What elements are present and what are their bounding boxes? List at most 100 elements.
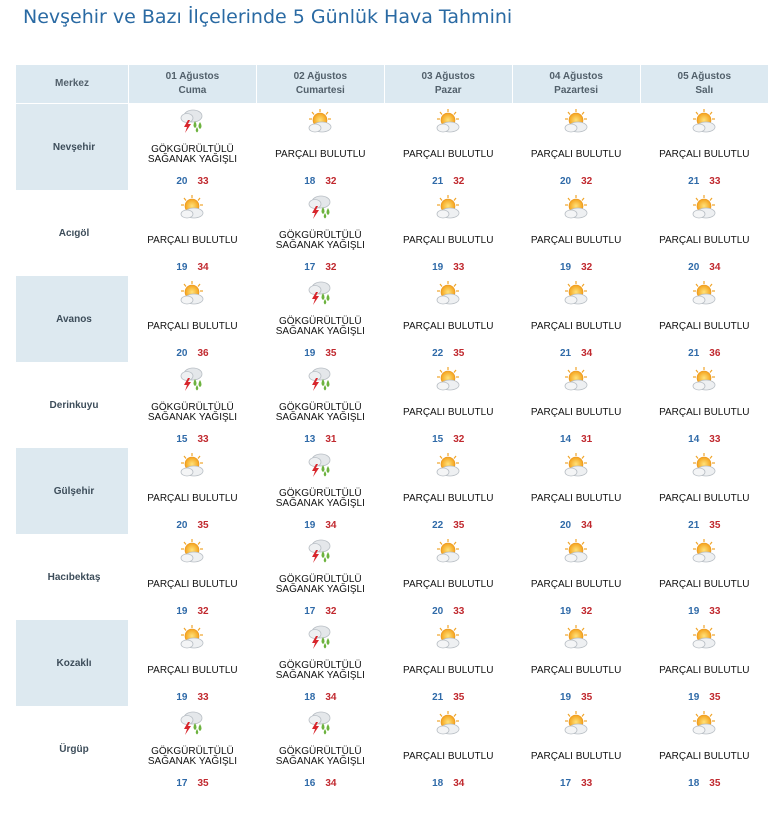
- min-temperature: 20: [559, 520, 572, 531]
- weather-description-cell: PARÇALI BULUTLU: [128, 309, 257, 345]
- weather-description: PARÇALI BULUTLU: [147, 493, 238, 504]
- max-temperature: 35: [709, 778, 721, 789]
- weather-description: PARÇALI BULUTLU: [530, 665, 622, 676]
- weather-description: GÖKGÜRÜLTÜLÜ SAĞANAK YAĞIŞLI: [275, 660, 365, 681]
- weather-icon-cell: [384, 448, 513, 481]
- partly-cloudy-icon: [692, 710, 716, 734]
- min-temperature: 19: [304, 520, 316, 531]
- temperature-cell: 20 36: [128, 345, 257, 362]
- weather-description-cell: PARÇALI BULUTLU: [384, 481, 513, 517]
- max-temperature: 32: [453, 434, 465, 445]
- weather-description-cell: GÖKGÜRÜLTÜLÜ SAĞANAK YAĞIŞLI: [256, 309, 385, 345]
- temperature-row: 19 33 18 34 21 35 19 35 19 35: [16, 689, 768, 706]
- weather-icon-cell: [640, 534, 768, 567]
- partly-cloudy-icon: [692, 538, 716, 562]
- weather-description-cell: PARÇALI BULUTLU: [384, 395, 513, 431]
- max-temperature: 35: [197, 778, 209, 789]
- weather-icon-cell: [128, 620, 257, 653]
- max-temperature: 35: [709, 692, 721, 703]
- weather-description-cell: GÖKGÜRÜLTÜLÜ SAĞANAK YAĞIŞLI: [128, 739, 257, 775]
- temperature-row: 19 34 17 32 19 33 19 32 20 34: [16, 259, 768, 276]
- header-weekday: Pazartesi: [554, 85, 599, 96]
- partly-cloudy-icon: [181, 452, 204, 476]
- temperature-cell: 20 33: [384, 603, 513, 620]
- weather-icon-cell: [128, 190, 257, 223]
- weather-description-cell: PARÇALI BULUTLU: [512, 567, 641, 603]
- weather-icon-cell: [256, 706, 385, 739]
- min-temperature: 13: [304, 434, 316, 445]
- icon-row: Kozaklı: [16, 620, 768, 706]
- min-temperature: 14: [688, 434, 700, 445]
- weather-description: PARÇALI BULUTLU: [403, 321, 494, 332]
- temperature-cell: 19 35: [256, 345, 385, 362]
- weather-description-cell: PARÇALI BULUTLU: [128, 481, 257, 517]
- min-temperature: 17: [304, 262, 316, 273]
- partly-cloudy-icon: [692, 366, 716, 390]
- weather-icon-cell: [256, 190, 385, 223]
- min-temperature: 22: [432, 348, 444, 359]
- weather-icon-cell: [256, 276, 385, 309]
- min-temperature: 20: [176, 348, 188, 359]
- description-row: PARÇALI BULUTLU GÖKGÜRÜLTÜLÜ SAĞANAK YAĞI…: [16, 223, 768, 259]
- weather-icon-cell: [640, 362, 768, 395]
- min-temperature: 19: [432, 262, 444, 273]
- weather-icon-cell: [512, 534, 641, 567]
- max-temperature: 32: [581, 262, 593, 273]
- temperature-cell: 20 35: [128, 517, 257, 534]
- temperature-cell: 19 33: [384, 259, 513, 276]
- weather-description-cell: GÖKGÜRÜLTÜLÜ SAĞANAK YAĞIŞLI: [256, 223, 385, 259]
- partly-cloudy-icon: [436, 280, 460, 304]
- max-temperature: 33: [197, 692, 209, 703]
- temperature-row: 19 32 17 32 20 33 19 32 19 33: [16, 603, 768, 620]
- weather-icon-cell: [512, 276, 641, 309]
- min-temperature: 19: [688, 606, 700, 617]
- weather-icon-cell: [256, 448, 385, 481]
- max-temperature: 31: [325, 434, 337, 445]
- min-temperature: 20: [559, 176, 572, 187]
- max-temperature: 33: [197, 434, 209, 445]
- thunderstorm-rain-icon: [308, 539, 331, 563]
- weather-description: PARÇALI BULUTLU: [659, 579, 750, 590]
- max-temperature: 33: [709, 434, 721, 445]
- weather-description-cell: PARÇALI BULUTLU: [512, 223, 641, 259]
- min-temperature: 19: [176, 606, 188, 617]
- weather-description: GÖKGÜRÜLTÜLÜ SAĞANAK YAĞIŞLI: [275, 316, 365, 337]
- partly-cloudy-icon: [692, 624, 716, 648]
- weather-description: PARÇALI BULUTLU: [147, 321, 238, 332]
- header-merkez: Merkez: [16, 65, 129, 104]
- partly-cloudy-icon: [436, 710, 460, 734]
- max-temperature: 34: [453, 778, 465, 789]
- weather-icon-cell: [640, 104, 768, 138]
- weather-icon-cell: [128, 534, 257, 567]
- weather-description: PARÇALI BULUTLU: [659, 493, 750, 504]
- forecast-body: Nevşehir GÖKGÜRÜLTÜLÜ SAĞANAK YAĞIŞLI PARÇ…: [16, 103, 768, 792]
- weather-description: PARÇALI BULUTLU: [659, 321, 750, 332]
- weather-icon-cell: [384, 706, 513, 739]
- weather-icon-cell: [512, 190, 641, 223]
- temperature-cell: 17 35: [128, 775, 257, 792]
- min-temperature: 22: [432, 520, 444, 531]
- weather-icon-cell: [640, 448, 768, 481]
- weather-description-cell: PARÇALI BULUTLU: [384, 309, 513, 345]
- weather-description-cell: PARÇALI BULUTLU: [512, 739, 641, 775]
- max-temperature: 35: [581, 692, 593, 703]
- weather-description-cell: GÖKGÜRÜLTÜLÜ SAĞANAK YAĞIŞLI: [256, 567, 385, 603]
- max-temperature: 35: [709, 520, 721, 531]
- temperature-cell: 21 32: [384, 173, 513, 190]
- thunderstorm-rain-icon: [308, 625, 331, 649]
- min-temperature: 15: [432, 434, 444, 445]
- weather-description: GÖKGÜRÜLTÜLÜ SAĞANAK YAĞIŞLI: [147, 144, 237, 165]
- partly-cloudy-icon: [181, 624, 204, 648]
- thunderstorm-rain-icon: [181, 711, 203, 735]
- partly-cloudy-icon: [436, 194, 460, 218]
- min-temperature: 19: [688, 692, 700, 703]
- header-weekday: Cumartesi: [295, 85, 345, 96]
- partly-cloudy-icon: [181, 280, 204, 304]
- description-row: GÖKGÜRÜLTÜLÜ SAĞANAK YAĞIŞLI GÖKGÜRÜLTÜLÜ…: [16, 739, 768, 775]
- min-temperature: 19: [304, 348, 316, 359]
- weather-description-cell: PARÇALI BULUTLU: [640, 567, 768, 603]
- partly-cloudy-icon: [692, 452, 716, 476]
- thunderstorm-rain-icon: [308, 453, 331, 477]
- min-temperature: 18: [432, 778, 444, 789]
- weather-description: GÖKGÜRÜLTÜLÜ SAĞANAK YAĞIŞLI: [275, 746, 365, 767]
